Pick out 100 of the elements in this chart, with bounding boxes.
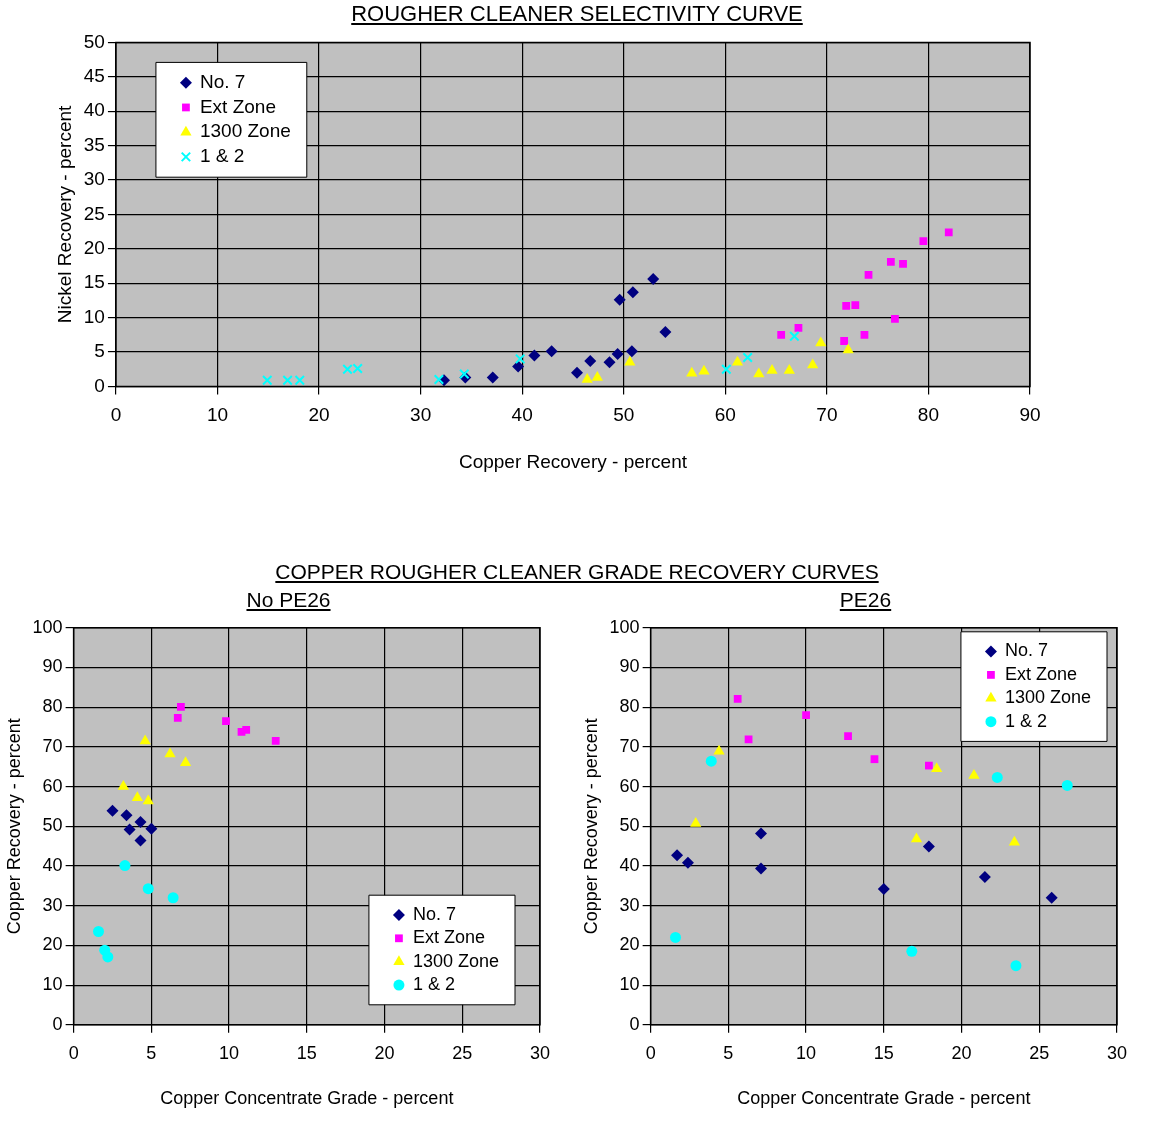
point xyxy=(613,293,626,306)
point xyxy=(173,714,182,722)
point xyxy=(777,330,786,339)
point xyxy=(877,883,890,896)
point xyxy=(625,345,638,358)
point xyxy=(603,356,616,369)
point xyxy=(1008,835,1021,846)
point xyxy=(591,370,603,381)
x-tick-label: 25 xyxy=(1029,1042,1050,1063)
x-tick-label: 20 xyxy=(374,1042,395,1063)
legend-label: 1 & 2 xyxy=(199,145,245,167)
y-tick-label: 90 xyxy=(42,656,63,677)
point xyxy=(119,860,131,872)
point xyxy=(581,373,593,383)
point xyxy=(755,862,768,875)
x-tick-label: 70 xyxy=(816,404,838,426)
y-tick-label: 30 xyxy=(83,168,105,190)
x-tick-label: 15 xyxy=(296,1042,317,1063)
point xyxy=(910,832,923,843)
point xyxy=(486,371,499,384)
point xyxy=(670,931,682,943)
point xyxy=(753,367,765,378)
point xyxy=(842,343,854,354)
point xyxy=(713,744,725,755)
y-tick-label: 10 xyxy=(619,974,640,995)
point xyxy=(177,702,185,711)
legend-label: 1300 Zone xyxy=(199,120,291,142)
point xyxy=(222,717,230,725)
text: COPPER ROUGHER CLEANER GRADE RECOVERY CURVES xyxy=(274,559,880,585)
y-tick-label: 50 xyxy=(83,30,105,52)
point xyxy=(851,301,860,310)
point xyxy=(919,237,928,246)
chart-title: PE26 xyxy=(838,587,893,613)
point xyxy=(968,768,980,779)
y-tick-label: 0 xyxy=(52,1013,63,1034)
y-tick-label: 20 xyxy=(83,237,105,259)
y-tick-label: 60 xyxy=(619,775,640,796)
point xyxy=(766,364,778,374)
x-tick-label: 25 xyxy=(452,1042,473,1063)
point xyxy=(139,734,151,745)
point xyxy=(991,771,1003,783)
x-tick-label: 5 xyxy=(146,1042,157,1063)
y-tick-label: 30 xyxy=(619,894,640,915)
point xyxy=(744,735,753,744)
point xyxy=(584,354,597,367)
point xyxy=(342,363,353,375)
point xyxy=(282,374,293,386)
point xyxy=(514,353,526,365)
y-tick-label: 20 xyxy=(42,934,63,955)
x-tick-label: 10 xyxy=(206,404,229,426)
point xyxy=(626,286,639,299)
y-tick-label: 40 xyxy=(619,854,640,875)
point xyxy=(271,737,280,745)
point xyxy=(733,694,742,703)
point xyxy=(840,337,849,345)
x-tick-label: 40 xyxy=(511,404,533,426)
y-tick-label: 90 xyxy=(619,656,640,677)
point xyxy=(721,363,732,375)
y-tick-label: 70 xyxy=(42,735,63,756)
legend-label: 1 & 2 xyxy=(1004,710,1047,731)
point xyxy=(1061,779,1073,791)
y-tick-label: 5 xyxy=(94,340,105,362)
y-tick-label: 20 xyxy=(619,934,640,955)
point xyxy=(671,849,684,862)
x-tick-label: 30 xyxy=(1106,1042,1128,1063)
point xyxy=(978,871,991,884)
x-tick-label: 80 xyxy=(917,404,940,426)
point xyxy=(352,363,363,374)
x-tick-label: 0 xyxy=(645,1042,656,1063)
x-tick-label: 90 xyxy=(1019,404,1041,426)
point xyxy=(134,815,147,828)
point xyxy=(102,951,114,963)
chart-title: ROUGHER CLEANER SELECTIVITY CURVE xyxy=(350,0,804,28)
point xyxy=(742,352,753,363)
legend-label: No. 7 xyxy=(1004,640,1048,661)
point xyxy=(844,732,852,741)
point xyxy=(117,780,130,790)
point xyxy=(931,762,943,772)
point xyxy=(659,326,672,339)
y-tick-label: 80 xyxy=(42,696,63,717)
point xyxy=(794,324,803,332)
legend-label: 1300 Zone xyxy=(1004,687,1092,708)
point xyxy=(262,374,273,386)
point xyxy=(807,358,819,369)
point xyxy=(179,756,192,767)
legend-label: 1 & 2 xyxy=(412,974,455,995)
x-tick-label: 30 xyxy=(529,1042,551,1063)
y-tick-label: 45 xyxy=(83,65,105,87)
y-tick-label: 25 xyxy=(83,202,105,224)
point xyxy=(164,747,176,758)
point xyxy=(690,817,702,827)
point xyxy=(545,345,558,358)
x-tick-label: 20 xyxy=(951,1042,972,1063)
y-axis-title: Nickel Recovery - percent xyxy=(53,104,75,324)
y-tick-label: 100 xyxy=(609,616,640,637)
y-tick-label: 60 xyxy=(42,775,63,796)
y-tick-label: 40 xyxy=(42,854,63,875)
chart-title: No PE26 xyxy=(245,587,332,613)
point xyxy=(698,364,710,375)
y-axis-title: Copper Recovery - percent xyxy=(3,718,24,935)
